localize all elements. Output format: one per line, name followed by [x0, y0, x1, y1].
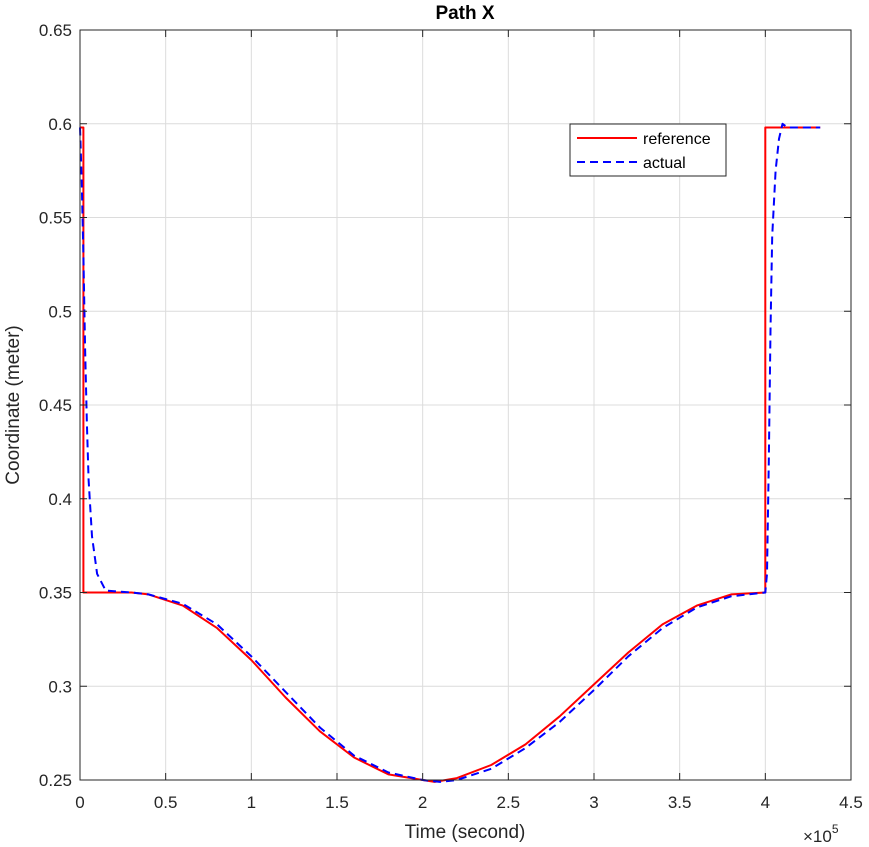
x-tick-label: 1 — [247, 793, 256, 812]
x-multiplier-exponent: 5 — [832, 822, 839, 836]
series-actual-line — [79, 122, 821, 783]
x-tick-label: 3 — [589, 793, 598, 812]
legend: reference actual — [569, 123, 727, 177]
y-tick-label: 0.55 — [39, 209, 72, 228]
y-tick-label: 0.3 — [48, 677, 72, 696]
x-axis-multiplier: ×105 — [803, 822, 839, 846]
y-tick-label: 0.65 — [39, 21, 72, 40]
legend-reference-label: reference — [643, 131, 711, 148]
y-tick-label: 0.45 — [39, 396, 72, 415]
y-tick-label: 0.4 — [48, 490, 72, 509]
y-axis-label: Coordinate (meter) — [3, 325, 24, 484]
x-tick-label: 4 — [761, 793, 770, 812]
series-group — [79, 122, 821, 783]
x-tick-label: 0.5 — [154, 793, 178, 812]
y-tick-label: 0.6 — [48, 115, 72, 134]
axis-ticks: 0 0.5 1 1.5 2 2.5 3 3.5 4 4.5 0.25 0.3 0.35 0.4 0.45 0.… — [39, 21, 863, 812]
x-tick-label: 4.5 — [839, 793, 863, 812]
x-axis-label: Time (second) — [405, 822, 526, 843]
x-tick-label: 2 — [418, 793, 427, 812]
y-tick-label: 0.5 — [48, 302, 72, 321]
x-tick-label: 0 — [75, 793, 84, 812]
x-tick-label: 3.5 — [668, 793, 692, 812]
y-tick-label: 0.25 — [39, 771, 72, 790]
legend-box — [569, 123, 727, 177]
y-tick-label: 0.35 — [39, 584, 72, 603]
x-multiplier-base: ×10 — [803, 827, 832, 846]
x-tick-label: 1.5 — [325, 793, 349, 812]
x-tick-label: 2.5 — [497, 793, 521, 812]
legend-actual-label: actual — [643, 155, 686, 172]
chart-title: Path X — [435, 3, 494, 24]
